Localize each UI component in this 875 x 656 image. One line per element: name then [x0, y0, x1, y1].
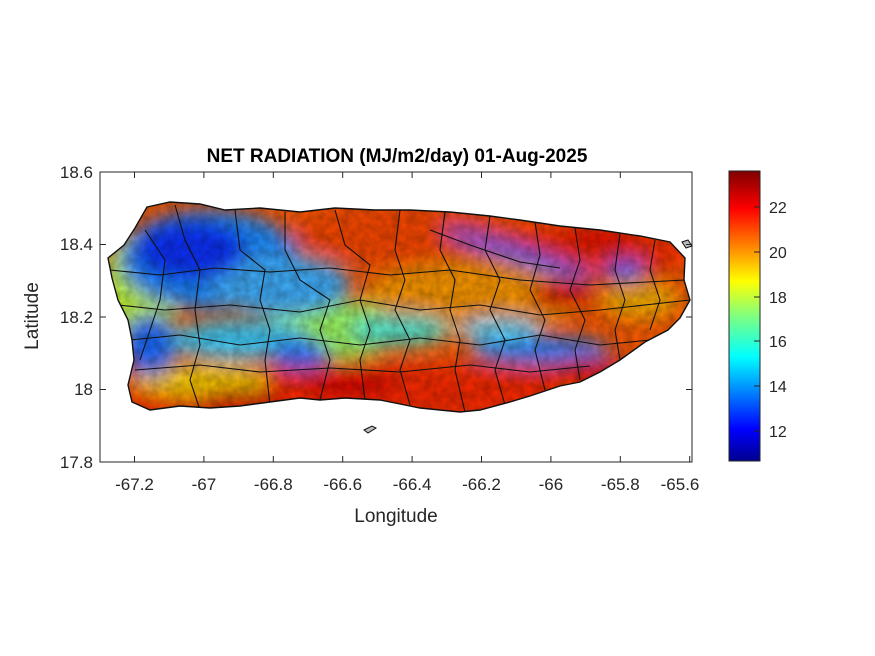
x-tick-label: -65.6 — [661, 475, 700, 494]
y-tick-label: 18.2 — [60, 308, 93, 327]
chart-title: NET RADIATION (MJ/m2/day) 01-Aug-2025 — [207, 146, 588, 167]
x-tick-label: -67 — [192, 475, 217, 494]
small-island-caja-de-muertos — [363, 425, 378, 434]
y-tick-label: 18.6 — [60, 163, 93, 182]
x-tick-label: -67.2 — [115, 475, 154, 494]
colorbar-tick-label: 16 — [769, 334, 787, 351]
colorbar-tick-label: 12 — [769, 424, 787, 441]
colorbar — [728, 170, 761, 462]
x-axis-label: Longitude — [354, 506, 437, 527]
island-outline — [107, 201, 691, 413]
colorbar-tick-label: 20 — [769, 245, 787, 262]
y-axis-label: Latitude — [22, 282, 43, 350]
x-tick-label: -66.8 — [254, 475, 293, 494]
y-axis — [100, 171, 692, 463]
colorbar-tick-label: 18 — [769, 290, 787, 307]
colorbar-tick-label: 14 — [769, 379, 787, 396]
colorbar-tick-label: 22 — [769, 200, 787, 217]
colorbar-ticks — [754, 206, 760, 432]
municipality-boundaries — [109, 204, 690, 412]
x-tick-label: -66.4 — [393, 475, 432, 494]
x-tick-label: -66.2 — [462, 475, 501, 494]
y-tick-label: 18 — [74, 380, 93, 399]
x-axis — [134, 172, 691, 462]
y-tick-label: 18.4 — [60, 235, 93, 254]
x-tick-label: -66 — [539, 475, 564, 494]
x-tick-label: -66.6 — [323, 475, 362, 494]
y-tick-label: 17.8 — [60, 453, 93, 472]
x-tick-label: -65.8 — [601, 475, 640, 494]
